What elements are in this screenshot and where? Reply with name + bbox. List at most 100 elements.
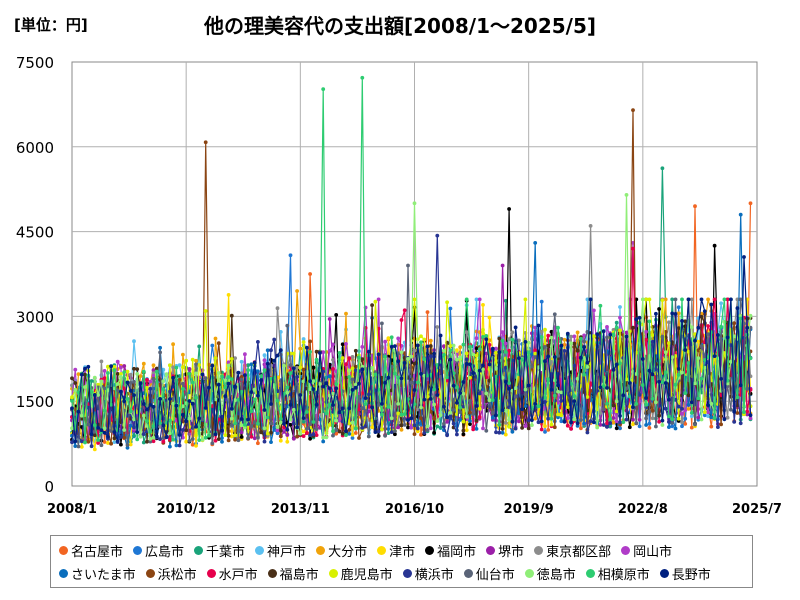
- data-point: [249, 390, 254, 394]
- data-point: [171, 375, 176, 380]
- data-point: [181, 387, 185, 391]
- data-point: [226, 433, 231, 438]
- data-point: [696, 415, 701, 420]
- data-point: [579, 426, 583, 431]
- data-point: [132, 339, 136, 344]
- data-point: [627, 404, 632, 409]
- legend-marker-icon: [194, 546, 204, 555]
- data-point: [194, 424, 198, 429]
- legend-marker-icon: [534, 546, 544, 555]
- x-tick-label: 2022/8: [618, 502, 668, 517]
- data-point: [706, 297, 710, 302]
- data-point: [128, 423, 133, 428]
- data-point: [631, 325, 635, 330]
- data-point: [539, 299, 544, 304]
- data-point: [308, 272, 312, 276]
- data-point: [119, 435, 123, 439]
- data-point: [484, 334, 489, 338]
- data-point: [425, 424, 430, 428]
- data-point: [455, 348, 459, 352]
- data-point: [614, 399, 619, 404]
- data-point: [102, 376, 107, 380]
- data-point: [295, 425, 299, 430]
- legend-label: さいたま市: [71, 568, 136, 583]
- series-lines: [70, 75, 753, 452]
- data-point: [229, 377, 234, 381]
- data-point: [562, 419, 567, 424]
- data-point: [305, 426, 309, 431]
- data-point: [442, 421, 446, 426]
- data-point: [412, 201, 417, 206]
- data-point: [376, 429, 381, 434]
- y-tick-label: 1500: [16, 393, 54, 411]
- data-point: [243, 352, 247, 357]
- data-point: [683, 408, 688, 413]
- data-point: [572, 394, 577, 399]
- data-point: [295, 365, 299, 370]
- data-point: [393, 371, 397, 376]
- data-point: [725, 335, 730, 340]
- data-point: [278, 428, 283, 433]
- data-point: [624, 193, 629, 197]
- data-point: [291, 351, 296, 356]
- data-point: [552, 425, 557, 430]
- data-point: [370, 425, 374, 430]
- data-point: [203, 406, 208, 410]
- data-point: [399, 412, 404, 417]
- data-point: [458, 391, 463, 395]
- data-point: [699, 417, 704, 422]
- data-point: [559, 413, 564, 418]
- data-point: [513, 426, 518, 431]
- data-point: [699, 376, 704, 381]
- data-point: [556, 383, 560, 388]
- data-point: [618, 361, 622, 366]
- data-point: [445, 420, 449, 424]
- data-point: [138, 374, 143, 378]
- data-point: [468, 398, 472, 403]
- data-point: [618, 426, 622, 431]
- data-point: [654, 311, 658, 316]
- data-point: [376, 434, 381, 438]
- data-point: [680, 420, 684, 425]
- data-point: [262, 439, 267, 444]
- data-point: [650, 416, 655, 421]
- data-point: [464, 330, 469, 335]
- data-point: [314, 402, 319, 407]
- data-point: [256, 421, 260, 426]
- data-point: [347, 428, 352, 432]
- data-point: [461, 380, 466, 384]
- data-point: [194, 358, 198, 363]
- data-point: [680, 370, 684, 375]
- data-point: [598, 385, 603, 390]
- data-point: [376, 297, 381, 302]
- data-point: [347, 356, 352, 361]
- data-point: [252, 436, 257, 441]
- legend-label: 福島市: [279, 568, 319, 583]
- data-point: [556, 325, 560, 330]
- data-point: [689, 297, 694, 302]
- data-point: [455, 385, 459, 390]
- data-point: [393, 432, 397, 437]
- data-point: [549, 387, 554, 392]
- data-point: [298, 393, 303, 397]
- data-point: [76, 444, 81, 449]
- data-point: [415, 380, 420, 385]
- data-point: [435, 424, 440, 429]
- data-point: [119, 389, 123, 394]
- data-point: [445, 300, 449, 305]
- data-point: [494, 366, 498, 371]
- data-point: [125, 380, 130, 385]
- data-point: [523, 297, 528, 302]
- data-point: [246, 368, 251, 372]
- data-point: [151, 368, 156, 373]
- data-point: [141, 402, 146, 406]
- legend-label: 堺市: [498, 545, 525, 560]
- data-point: [419, 372, 423, 376]
- data-point: [611, 416, 616, 420]
- data-point: [464, 414, 469, 419]
- data-point: [132, 379, 136, 384]
- data-point: [663, 350, 668, 355]
- data-point: [70, 399, 74, 403]
- data-point: [327, 349, 332, 353]
- data-point: [673, 312, 678, 316]
